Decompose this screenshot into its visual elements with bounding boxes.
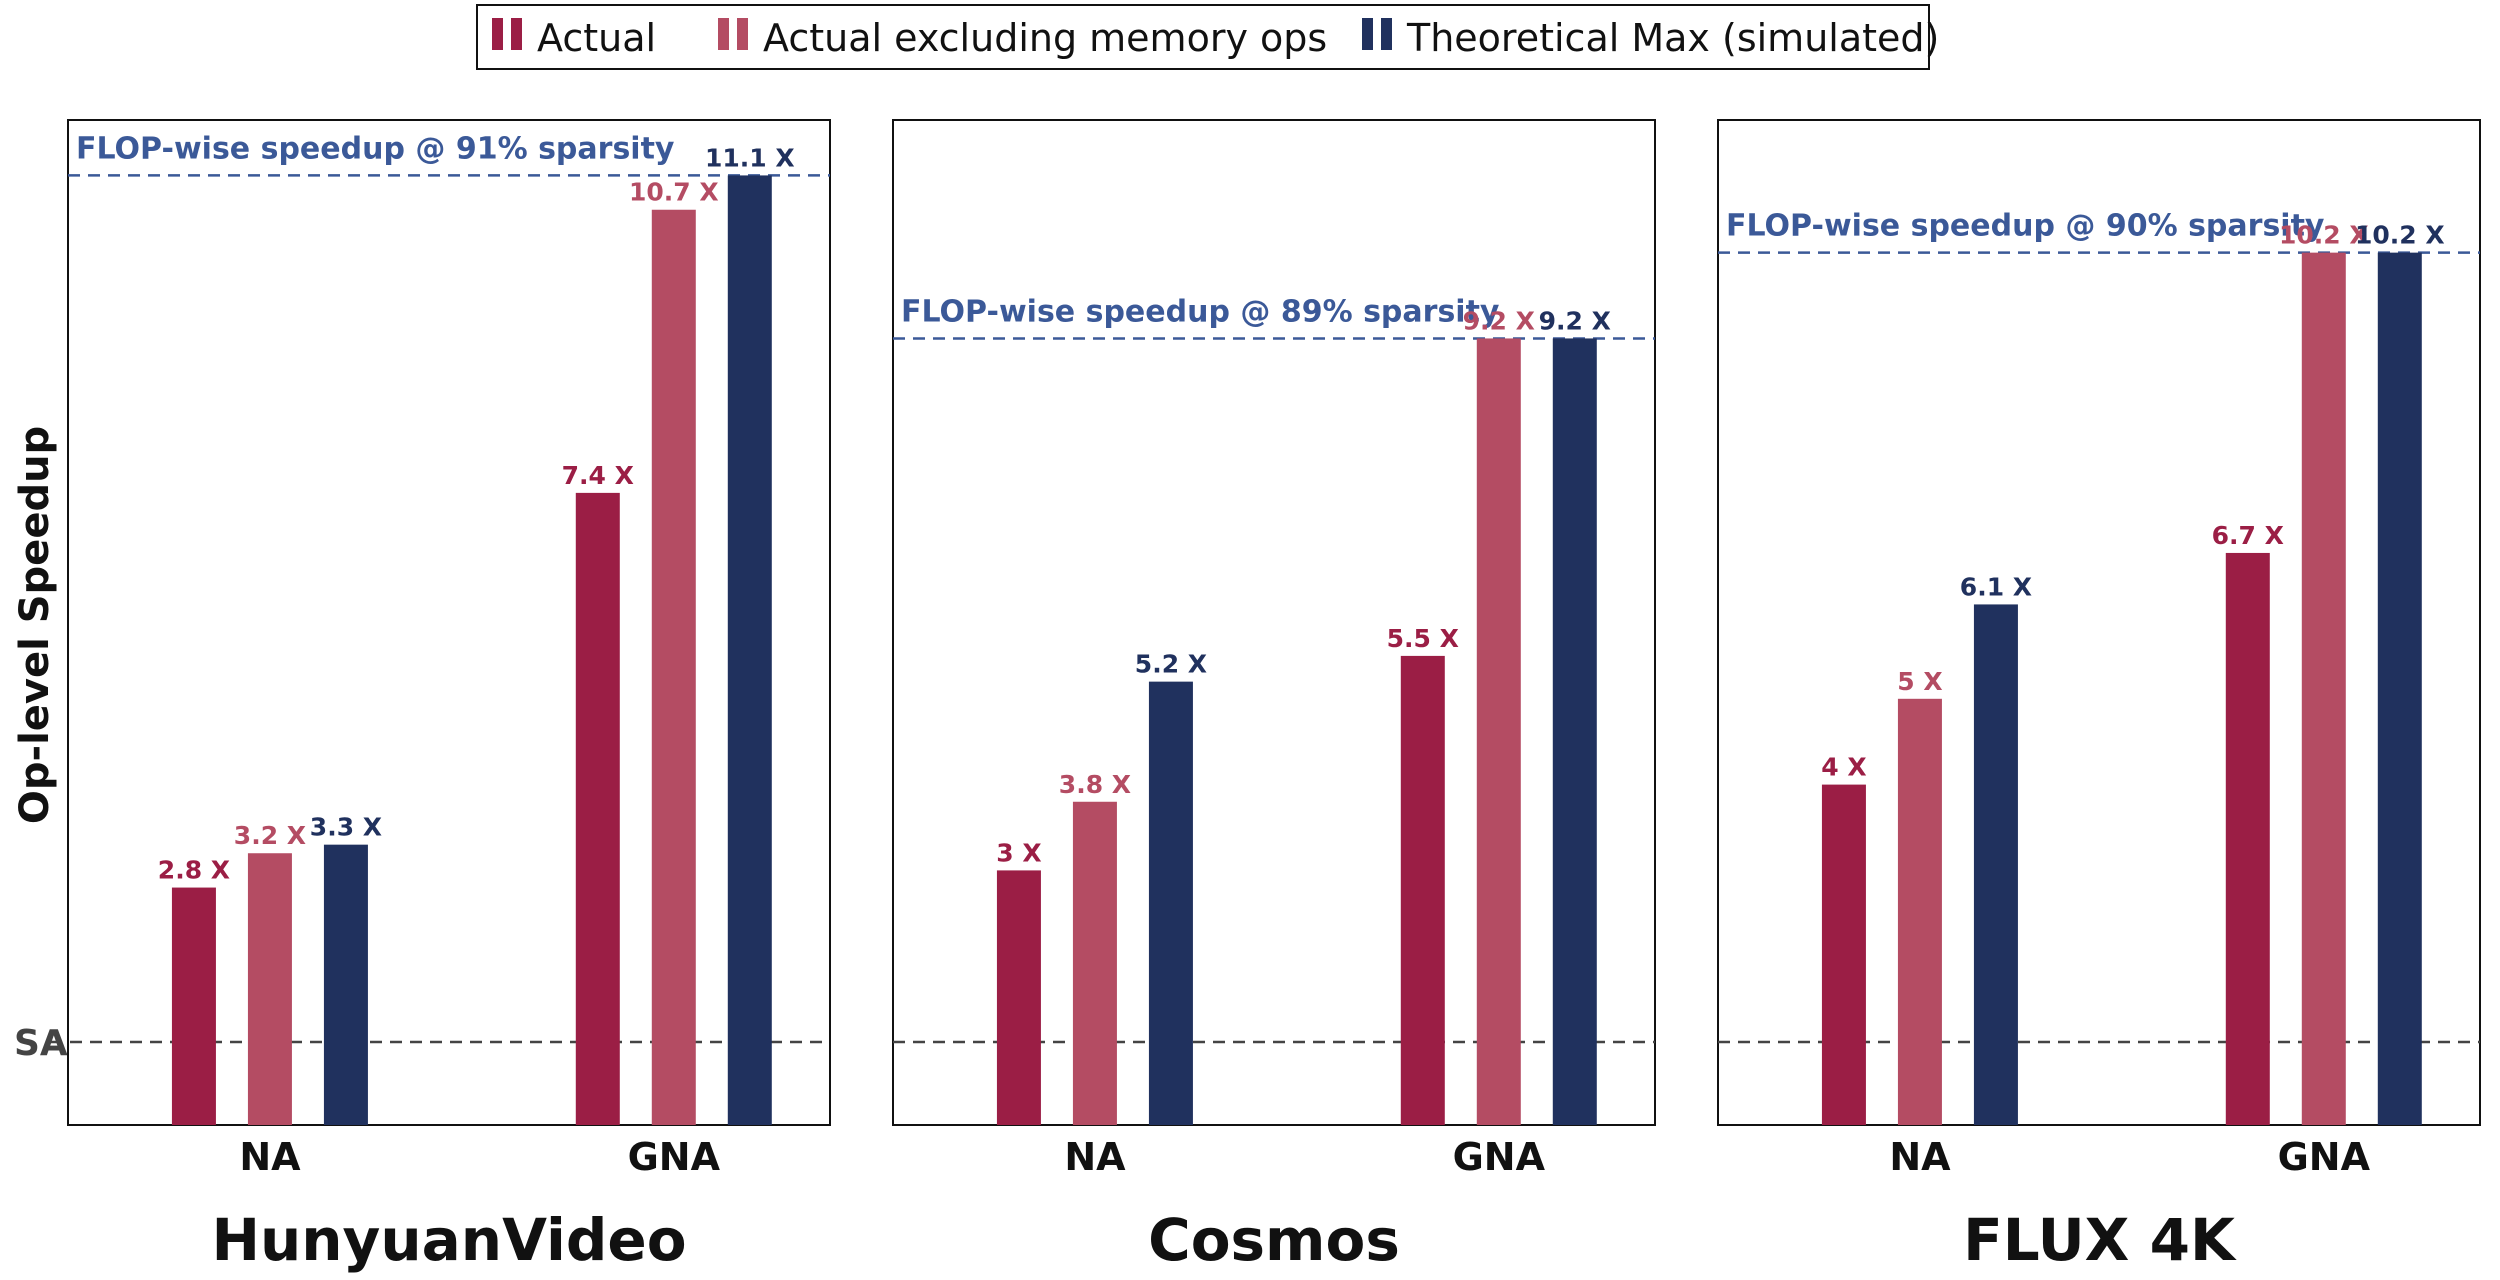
- bar-value-label: 4 X: [1821, 753, 1866, 782]
- legend-swatch-right: [737, 18, 748, 50]
- panel-title: HunyuanVideo: [211, 1206, 686, 1274]
- legend-entry-label: Actual: [537, 16, 656, 60]
- panel-frame: [67, 119, 831, 1126]
- bar-value-label: 3.2 X: [234, 821, 306, 850]
- bar-value-label: 6.1 X: [1960, 572, 2032, 601]
- bar-value-label: 6.7 X: [2212, 521, 2284, 550]
- bar: [1552, 338, 1597, 1125]
- legend-swatch-left: [718, 18, 729, 50]
- legend-swatch-left: [1362, 18, 1373, 50]
- panel-hunyuanvideo: FLOP-wise speedup @ 91% sparsity 2.8 X3.2…: [50, 119, 831, 1274]
- bar: [1148, 681, 1193, 1125]
- bar-value-label: 5.5 X: [1387, 624, 1459, 653]
- bar: [1821, 784, 1866, 1125]
- bar: [1973, 604, 2018, 1125]
- bar: [1897, 698, 1942, 1125]
- bar-value-label: 10.2 X: [2355, 221, 2445, 250]
- bar: [247, 853, 292, 1125]
- bar-value-label: 3.3 X: [310, 813, 382, 842]
- bar-value-label: 5.2 X: [1135, 650, 1207, 679]
- bar: [323, 844, 368, 1125]
- bar: [171, 887, 216, 1125]
- x-tick-label: GNA: [628, 1135, 721, 1179]
- x-tick-label: GNA: [1453, 1135, 1546, 1179]
- bar-value-label: 10.7 X: [629, 178, 719, 207]
- bar: [2377, 252, 2422, 1125]
- bar-value-label: 9.2 X: [1539, 306, 1611, 335]
- panel-flux-4k: FLOP-wise speedup @ 90% sparsity 4 X 5 X 6.…: [1717, 119, 2481, 1274]
- bar: [2301, 252, 2346, 1125]
- bar: [1476, 338, 1521, 1125]
- legend-entry-label: Theoretical Max (simulated): [1406, 16, 1939, 60]
- panel-frame: [1717, 119, 2481, 1126]
- bar-value-label: 7.4 X: [562, 461, 634, 490]
- reference-label: FLOP-wise speedup @ 89% sparsity: [901, 294, 1500, 329]
- legend-swatch-left: [492, 18, 503, 50]
- panel-title: Cosmos: [1148, 1206, 1400, 1274]
- panel-cosmos: FLOP-wise speedup @ 89% sparsity 3 X 3.8 X…: [892, 119, 1656, 1274]
- bar-value-label: 3 X: [996, 838, 1041, 867]
- x-tick-label: GNA: [2278, 1135, 2371, 1179]
- baseline-tick-label: SA: [14, 1023, 68, 1064]
- legend-entry-label: Actual excluding memory ops: [763, 16, 1327, 60]
- bar-value-label: 10.2 X: [2279, 221, 2369, 250]
- x-tick-label: NA: [1064, 1135, 1126, 1179]
- x-tick-label: NA: [1889, 1135, 1951, 1179]
- panel-frame: [892, 119, 1656, 1126]
- bar-value-label: 11.1 X: [705, 143, 795, 172]
- bar: [1400, 655, 1445, 1125]
- bar: [727, 175, 772, 1126]
- bar: [575, 492, 620, 1125]
- bar-value-label: 3.8 X: [1059, 770, 1131, 799]
- panel-title: FLUX 4K: [1963, 1206, 2237, 1274]
- bar-value-label: 9.2 X: [1463, 306, 1535, 335]
- bar: [1072, 801, 1117, 1125]
- reference-label: FLOP-wise speedup @ 91% sparsity: [76, 131, 675, 166]
- y-axis-label: Op-level Speedup: [12, 426, 58, 824]
- bar-value-label: 5 X: [1897, 667, 1942, 696]
- x-tick-label: NA: [239, 1135, 301, 1179]
- bar-value-label: 2.8 X: [158, 856, 230, 885]
- bar: [651, 209, 696, 1126]
- legend-swatch-right: [511, 18, 522, 50]
- reference-label: FLOP-wise speedup @ 90% sparsity: [1726, 209, 2325, 244]
- bar: [996, 870, 1041, 1125]
- bar: [2225, 552, 2270, 1125]
- legend-swatch-right: [1381, 18, 1392, 50]
